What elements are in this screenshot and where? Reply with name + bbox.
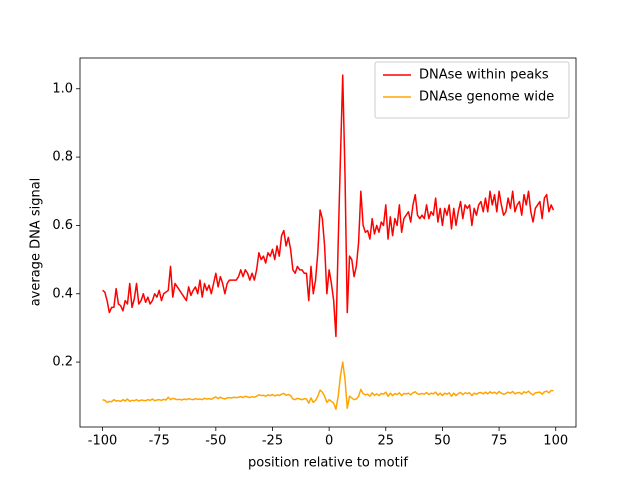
x-tick-label: -25 xyxy=(262,434,283,449)
x-tick-label: -75 xyxy=(149,434,170,449)
y-tick-label: 1.0 xyxy=(52,81,73,96)
x-tick-label: 50 xyxy=(434,434,451,449)
x-tick-label: 100 xyxy=(543,434,568,449)
plot-frame xyxy=(79,57,577,428)
y-tick-label: 0.6 xyxy=(52,218,73,233)
data-line xyxy=(102,361,554,410)
x-tick-label: 25 xyxy=(378,434,395,449)
x-axis-label: position relative to motif xyxy=(248,456,408,471)
legend-label: DNAse within peaks xyxy=(419,68,549,83)
x-tick-label: -100 xyxy=(88,434,118,449)
y-tick-label: 0.4 xyxy=(52,286,73,301)
y-tick-label: 0.2 xyxy=(52,355,73,370)
y-axis-label: average DNA signal xyxy=(29,178,44,307)
x-tick-label: 0 xyxy=(325,434,333,449)
data-line xyxy=(102,74,555,338)
y-tick-label: 0.8 xyxy=(52,150,73,165)
legend-box xyxy=(374,61,570,119)
x-tick-label: -50 xyxy=(205,434,226,449)
x-tick-label: 75 xyxy=(491,434,508,449)
legend-label: DNAse genome wide xyxy=(419,90,554,105)
